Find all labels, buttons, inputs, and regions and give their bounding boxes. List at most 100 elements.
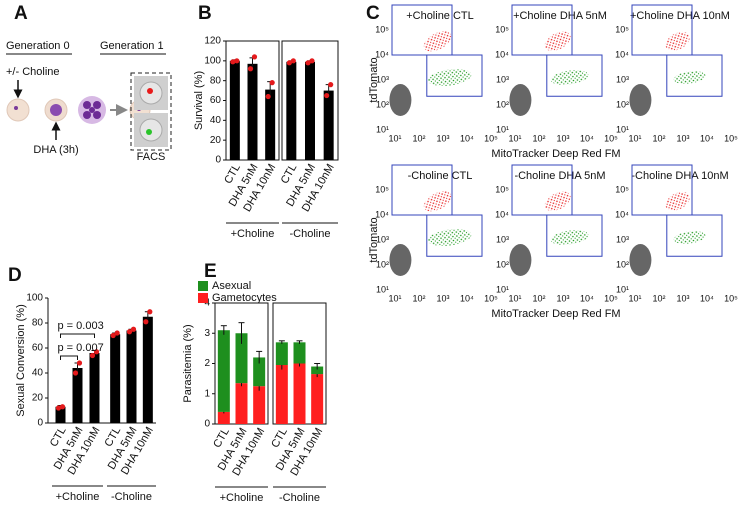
y-tick-label: 80 (32, 318, 44, 329)
bar (305, 61, 315, 161)
data-point (305, 60, 311, 66)
data-point (147, 309, 153, 315)
y-tick-label: 10¹ (616, 284, 629, 294)
gametocyte-cloud (665, 31, 690, 51)
gametocyte-cloud (544, 31, 571, 51)
y-tick-label: 100 (204, 55, 221, 66)
x-tick-label: 10¹ (508, 293, 521, 303)
asexual-cloud (550, 230, 589, 245)
x-tick-label: 10⁴ (700, 293, 714, 303)
gate (391, 164, 453, 216)
legend-swatch (198, 281, 208, 291)
y-tick-label: 10² (496, 259, 509, 269)
plot-title: -Choline CTL (408, 170, 473, 182)
y-tick-label: 10² (376, 259, 389, 269)
merozoite (93, 101, 101, 109)
data-point (72, 370, 79, 376)
y-tick-label: 10² (616, 259, 629, 269)
panel-c: +Choline CTL10¹10¹10²10²10³10³10⁴10⁴10⁵1… (368, 4, 738, 320)
gametocyte-cloud (544, 191, 571, 211)
x-tick-label: 10¹ (388, 293, 401, 303)
bar (72, 368, 83, 423)
treatment-label: DHA (3h) (33, 144, 78, 156)
legend-label: Asexual (212, 280, 251, 292)
bar-segment (311, 366, 324, 375)
y-tick-label: 10³ (496, 234, 509, 244)
x-tick-label: 10⁵ (604, 293, 618, 303)
asexual-cloud (550, 70, 589, 85)
bar (323, 90, 334, 160)
y-tick-label: 10¹ (376, 124, 389, 134)
gametocyte-cloud (423, 31, 452, 52)
parasite (50, 104, 62, 116)
bar (265, 89, 276, 160)
data-point (251, 54, 258, 60)
data-point (110, 332, 116, 339)
y-axis-label: Parasitemia (%) (182, 324, 194, 402)
x-tick-label: 10⁴ (460, 133, 474, 143)
legend-swatch (198, 293, 208, 303)
y-tick-label: 0 (215, 155, 221, 166)
y-tick-label: 10⁵ (495, 184, 509, 194)
y-tick-label: 10⁵ (615, 24, 629, 34)
y-tick-label: 10⁵ (615, 184, 629, 194)
x-tick-label: 10² (532, 133, 545, 143)
x-tick-label: 10³ (556, 133, 569, 143)
y-tick-label: 40 (210, 115, 222, 126)
y-tick-label: 10² (496, 99, 509, 109)
asexual-cloud (427, 229, 472, 246)
legend-label: Gametocytes (212, 292, 277, 304)
x-tick-label: 10³ (556, 293, 569, 303)
x-tick-label: 10² (652, 293, 665, 303)
bar (89, 353, 100, 423)
x-tick-label: 10³ (436, 133, 449, 143)
y-tick-label: 20 (210, 135, 222, 146)
negative-cloud (629, 244, 652, 276)
y-tick-label: 60 (210, 95, 222, 106)
cell (6, 98, 30, 122)
y-tick-label: 2 (204, 358, 210, 369)
y-tick-label: 10³ (616, 234, 629, 244)
data-point (89, 352, 96, 359)
data-point (230, 59, 236, 65)
y-tick-label: 80 (210, 75, 222, 86)
gate (426, 54, 483, 97)
marker-red (147, 88, 153, 94)
y-tick-label: 4 (204, 298, 210, 309)
asexual-cloud (427, 69, 472, 86)
gate (546, 54, 603, 97)
x-tick-label: 10² (412, 293, 425, 303)
y-tick-label: 60 (32, 343, 44, 354)
data-point (114, 330, 120, 336)
y-tick-label: 10¹ (496, 124, 509, 134)
panel-letter: B (198, 3, 212, 24)
gate (391, 4, 453, 56)
plot-title: -Choline DHA 5nM (514, 170, 605, 182)
x-tick-label: 10⁵ (484, 133, 498, 143)
bar-segment (253, 357, 266, 387)
negative-cloud (509, 84, 532, 116)
negative-cloud (389, 244, 412, 276)
y-tick-label: 120 (204, 36, 221, 47)
significance-bracket (60, 355, 78, 360)
x-tick-label: 10³ (436, 293, 449, 303)
asexual-cloud (673, 231, 706, 244)
y-tick-label: 10⁴ (375, 49, 389, 59)
group-label: -Choline (290, 228, 331, 240)
bar (142, 316, 153, 423)
treatment-label: +/- Choline (6, 66, 60, 78)
bar (126, 330, 137, 423)
axis-label: tdTomato (368, 217, 380, 262)
y-tick-label: 40 (32, 368, 44, 379)
data-point (265, 93, 271, 100)
gate (511, 164, 573, 216)
y-tick-label: 10⁴ (615, 49, 629, 59)
bar-segment (235, 333, 248, 384)
x-tick-label: 10⁵ (484, 293, 498, 303)
y-tick-label: 10¹ (496, 284, 509, 294)
facs-label: FACS (137, 151, 166, 163)
group-label: +Choline (220, 492, 264, 504)
x-tick-label: 10⁴ (460, 293, 474, 303)
x-tick-label: 10⁴ (580, 293, 594, 303)
bar-segment (235, 383, 248, 424)
